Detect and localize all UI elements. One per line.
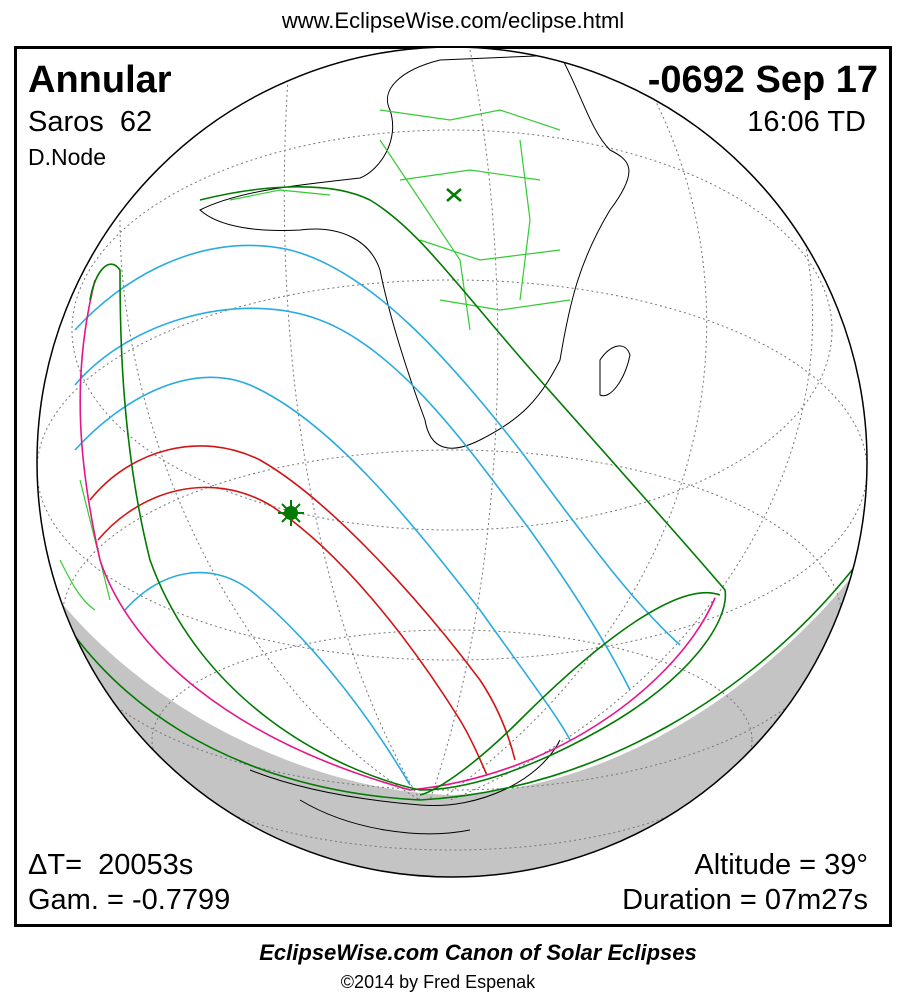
penumbra-lines [74,244,681,786]
altitude: Altitude = 39° [694,849,868,881]
central-path [89,445,516,776]
sub-solar-point [446,188,462,202]
globe [37,48,867,877]
borders [229,109,571,331]
eclipse-type: Annular [28,59,172,101]
globe-outline [36,48,868,878]
greatest-eclipse [278,500,304,526]
saros: Saros 62 [28,106,152,138]
madagascar [599,345,631,397]
antarctica [249,739,561,835]
contact-curves [39,186,861,801]
date: -0692 Sep 17 [648,59,878,101]
africa [199,54,630,449]
limit-curve [79,279,716,791]
copyright: ©2014 by Fred Espenak [341,972,536,992]
gamma: Gam. = -0.7799 [28,884,230,916]
url: www.EclipseWise.com/eclipse.html [281,8,624,33]
node: D.Node [28,144,106,170]
duration: Duration = 07m27s [622,884,868,916]
footer-title: EclipseWise.com Canon of Solar Eclipses [259,940,697,965]
delta-t: ΔT= 20053s [28,849,193,881]
time: 16:06 TD [747,106,866,138]
